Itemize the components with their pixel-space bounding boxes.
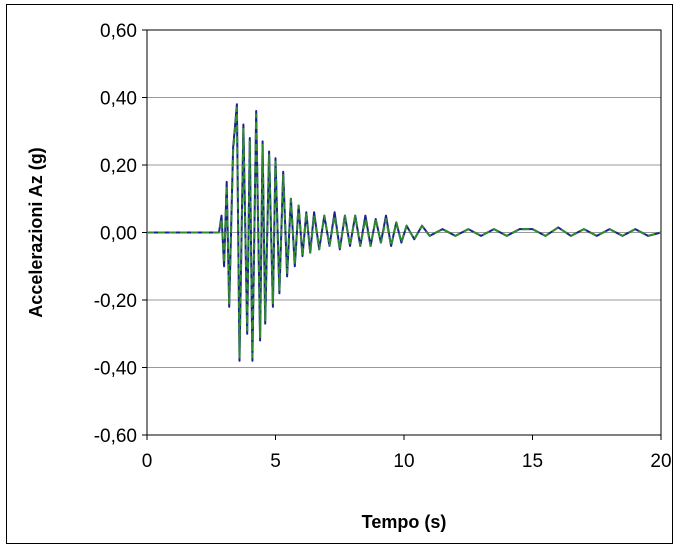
y-tick-label: -0,60 — [94, 426, 137, 447]
x-axis-title: Tempo (s) — [362, 512, 447, 532]
x-tick-label: 20 — [650, 451, 671, 472]
y-tick-labels: -0,60 -0,40 -0,20 0,00 0,20 0,40 0,60 — [94, 21, 147, 447]
series-layer — [147, 103, 662, 362]
chart-frame — [6, 4, 673, 544]
y-tick-label: 0,00 — [100, 224, 137, 245]
y-tick-label: 0,20 — [100, 156, 137, 177]
y-tick-label: -0,40 — [94, 359, 137, 380]
y-axis-title: Accelerazioni Az (g) — [26, 147, 46, 317]
y-tick-label: -0,20 — [94, 291, 137, 312]
series-line-2 — [147, 106, 662, 359]
y-tick-label: 0,40 — [100, 89, 137, 110]
y-tick-label: 0,60 — [100, 21, 137, 42]
x-tick-label: 10 — [393, 451, 414, 472]
x-tick-label: 15 — [522, 451, 543, 472]
x-tick-label: 0 — [142, 451, 153, 472]
x-tick-labels: 0 5 10 15 20 — [142, 435, 672, 472]
x-tick-label: 5 — [270, 451, 281, 472]
